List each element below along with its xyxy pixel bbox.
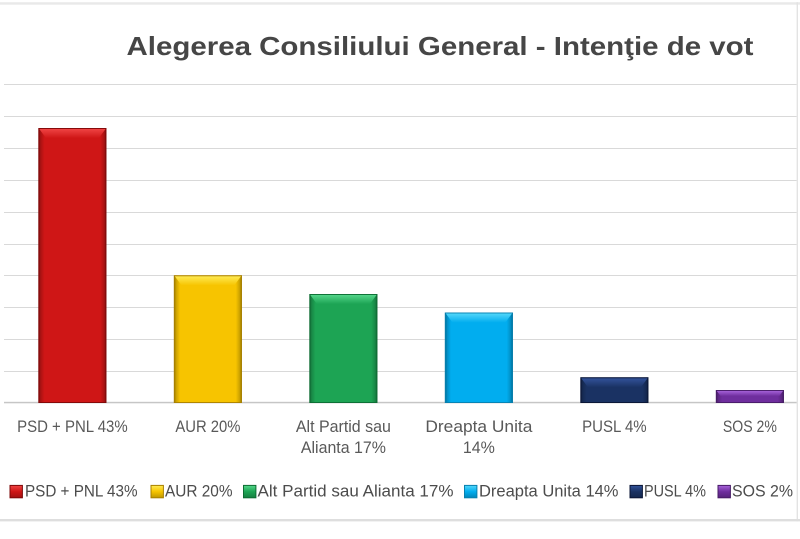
svg-text:Alt Partid sau Alianta 17%: Alt Partid sau Alianta 17% xyxy=(258,482,454,500)
svg-text:Alegerea Consiliului General -: Alegerea Consiliului General - Intenţie … xyxy=(127,31,754,61)
svg-text:Alt Partid sau: Alt Partid sau xyxy=(296,418,391,436)
svg-text:PUSL 4%: PUSL 4% xyxy=(644,482,706,500)
svg-text:Dreapta Unita 14%: Dreapta Unita 14% xyxy=(479,482,619,500)
svg-text:14%: 14% xyxy=(463,439,495,457)
svg-text:AUR 20%: AUR 20% xyxy=(165,482,233,500)
svg-text:SOS 2%: SOS 2% xyxy=(723,418,777,436)
svg-text:PSD + PNL 43%: PSD + PNL 43% xyxy=(17,418,128,436)
svg-text:PUSL 4%: PUSL 4% xyxy=(582,418,647,436)
svg-text:SOS 2%: SOS 2% xyxy=(732,482,793,500)
svg-text:Alianta 17%: Alianta 17% xyxy=(301,439,386,457)
svg-text:Dreapta Unita: Dreapta Unita xyxy=(425,418,533,436)
svg-text:AUR 20%: AUR 20% xyxy=(175,418,240,436)
svg-text:PSD + PNL 43%: PSD + PNL 43% xyxy=(25,482,138,500)
